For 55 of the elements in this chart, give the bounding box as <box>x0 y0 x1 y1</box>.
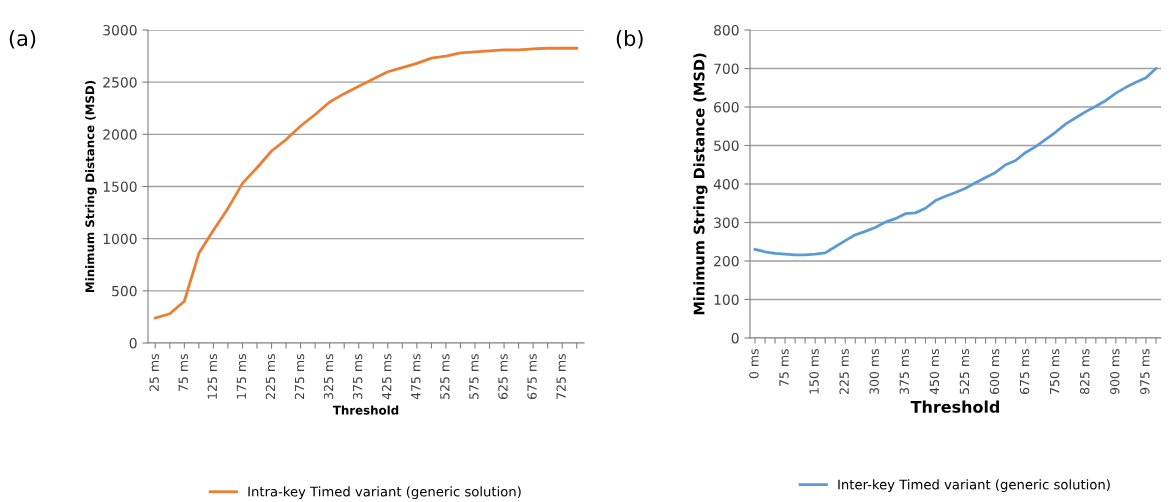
x-tick-label: 675 ms <box>527 354 537 400</box>
line-series <box>753 67 1158 257</box>
x-tick-label: 900 ms <box>1110 349 1120 395</box>
x-tick-label: 75 ms <box>178 354 188 391</box>
x-tick-label: 275 ms <box>294 354 305 400</box>
y-tick-label: 600 <box>714 101 739 113</box>
x-axis-title: Threshold <box>332 405 399 415</box>
y-tick-label: 500 <box>714 140 739 151</box>
x-tick-label: 525 ms <box>959 349 970 394</box>
x-tick-label: 825 ms <box>1079 349 1090 395</box>
line-series <box>153 46 579 320</box>
x-tick-label: 725 ms <box>556 354 566 399</box>
x-axis-title: Threshold <box>910 400 1000 413</box>
x-tick-label: 375 ms <box>352 354 363 399</box>
y-tick-label: 500 <box>112 285 137 297</box>
x-tick-label: 675 ms <box>1019 349 1030 395</box>
y-tick-label: 200 <box>714 255 739 267</box>
y-tick-label: 0 <box>129 337 137 349</box>
x-tick-label: 375 ms <box>899 349 910 394</box>
x-tick-label: 525 ms <box>440 354 450 399</box>
x-tick-label: 125 ms <box>207 354 218 399</box>
x-tick-label: 300 ms <box>869 349 879 394</box>
legend-label: Inter-key Timed variant (generic solution) <box>838 479 1110 492</box>
x-tick-label: 450 ms <box>929 349 940 395</box>
x-tick-label: 600 ms <box>989 349 1000 395</box>
y-axis-title: Minimum String Distance (MSD) <box>85 80 97 293</box>
x-tick-label: 575 ms <box>469 354 479 399</box>
x-tick-label: 150 ms <box>809 349 819 394</box>
y-tick-label: 800 <box>714 24 739 36</box>
y-tick-label: 100 <box>714 294 739 305</box>
x-tick-label: 175 ms <box>236 354 247 399</box>
x-tick-label: 750 ms <box>1049 349 1060 394</box>
x-tick-label: 975 ms <box>1140 349 1150 395</box>
y-tick-label: 300 <box>714 217 739 228</box>
y-tick-label: 700 <box>714 63 739 74</box>
x-tick-label: 425 ms <box>381 354 392 400</box>
x-tick-label: 225 ms <box>265 354 276 400</box>
legend-label: Intra-key Timed variant (generic solution) <box>248 486 521 500</box>
y-tick-label: 1500 <box>103 181 137 192</box>
y-tick-label: 400 <box>713 178 739 190</box>
text: (b) <box>616 30 643 49</box>
y-tick-label: 2000 <box>103 129 137 140</box>
y-tick-label: 0 <box>731 332 739 344</box>
x-tick-label: 0 ms <box>749 349 759 379</box>
x-tick-label: 25 ms <box>149 354 159 392</box>
x-tick-label: 325 ms <box>323 354 334 399</box>
y-tick-label: 1000 <box>103 233 137 245</box>
text: (a) <box>9 30 36 49</box>
x-tick-label: 75 ms <box>779 349 789 386</box>
y-tick-label: 2500 <box>103 77 137 88</box>
x-tick-label: 475 ms <box>411 354 421 400</box>
x-tick-label: 625 ms <box>498 354 508 400</box>
y-tick-label: 3000 <box>103 24 137 36</box>
y-axis-title: Minimum String Distance (MSD) <box>693 53 708 315</box>
x-tick-label: 225 ms <box>839 349 849 395</box>
